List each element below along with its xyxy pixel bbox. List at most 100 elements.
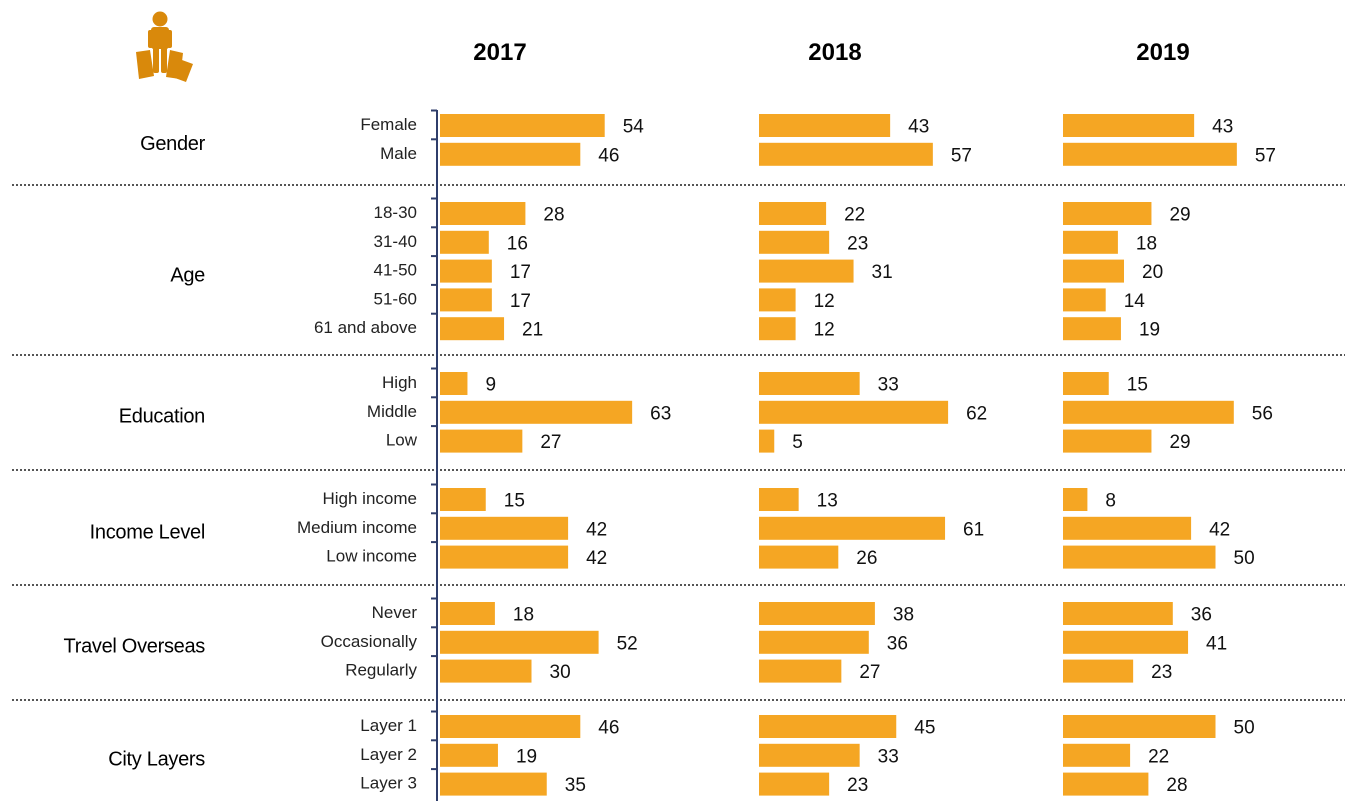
bar [440,516,569,540]
bar [1063,630,1189,654]
bar [440,372,468,395]
data-label: 17 [510,262,531,283]
bar [1063,400,1234,424]
data-label: 45 [914,718,935,739]
data-label: 17 [510,291,531,312]
bar [759,488,799,511]
bar [1063,288,1106,312]
data-label: 23 [1151,662,1172,683]
bar [759,429,775,453]
bar [759,545,839,569]
data-label: 50 [1234,718,1255,739]
year-header-2019: 2019 [1136,39,1189,66]
data-label: 42 [586,519,607,540]
category-label: Male [380,144,417,163]
data-label: 18 [1136,233,1157,254]
data-label: 56 [1252,403,1273,424]
data-label: 57 [1255,145,1276,166]
data-label: 18 [513,605,534,626]
bar [759,288,796,312]
bar [1063,429,1152,453]
data-label: 57 [951,145,972,166]
bar [759,516,946,540]
category-label: Middle [367,402,417,421]
group-label: Income Level [90,521,205,543]
bar [1063,372,1109,395]
bar [1063,259,1124,283]
bar [1063,202,1152,225]
bar [1063,772,1149,796]
category-label: Never [372,603,418,622]
bar [759,715,897,738]
data-label: 43 [1212,117,1233,138]
bar [1063,516,1192,540]
bar [1063,545,1216,569]
data-label: 5 [792,432,803,453]
bar [440,630,599,654]
category-label: 18-30 [374,203,417,222]
bar [1063,488,1088,511]
bar [440,715,581,738]
data-label: 46 [598,145,619,166]
bar [440,602,495,625]
data-label: 19 [516,746,537,767]
category-label: Low income [326,547,417,566]
bar [440,288,492,312]
data-label: 21 [522,320,543,341]
bar [759,630,869,654]
data-label: 26 [856,548,877,569]
category-label: 61 and above [314,318,417,337]
category-label: Occasionally [321,632,418,651]
data-label: 22 [1148,746,1169,767]
bar [440,114,605,137]
data-label: 62 [966,403,987,424]
category-label: Medium income [297,518,417,537]
bar [440,230,489,254]
data-label: 28 [1166,775,1187,796]
bar [1063,715,1216,738]
bar [759,372,860,395]
data-label: 27 [540,432,561,453]
data-label: 16 [507,233,528,254]
data-label: 43 [908,117,929,138]
data-label: 33 [878,746,899,767]
group-label: Travel Overseas [64,635,206,657]
category-label: Regularly [345,661,417,680]
data-label: 42 [586,548,607,569]
data-label: 46 [598,718,619,739]
data-label: 19 [1139,320,1160,341]
data-label: 15 [504,491,525,512]
bar [759,317,796,341]
data-label: 29 [1169,432,1190,453]
group-label: Gender [140,133,206,155]
bar [440,772,547,796]
bar [440,202,526,225]
year-header-2017: 2017 [473,39,526,66]
bar [1063,114,1195,137]
bar [759,602,875,625]
data-label: 31 [872,262,893,283]
category-label: High [382,373,417,392]
data-label: 28 [543,205,564,226]
category-label: 31-40 [374,232,417,251]
bar [759,230,830,254]
data-label: 29 [1169,205,1190,226]
bar [440,659,532,683]
data-label: 27 [859,662,880,683]
data-label: 36 [887,633,908,654]
bar [440,488,486,511]
bar [1063,602,1173,625]
bar [440,429,523,453]
data-label: 52 [617,633,638,654]
data-label: 14 [1124,291,1146,312]
data-label: 12 [814,320,835,341]
data-label: 38 [893,605,914,626]
data-label: 61 [963,519,984,540]
bar [440,142,581,166]
group-label: Education [119,405,205,427]
bar [1063,317,1121,341]
category-label: 51-60 [374,289,417,308]
data-label: 15 [1127,375,1148,396]
group-label: Age [170,264,205,286]
